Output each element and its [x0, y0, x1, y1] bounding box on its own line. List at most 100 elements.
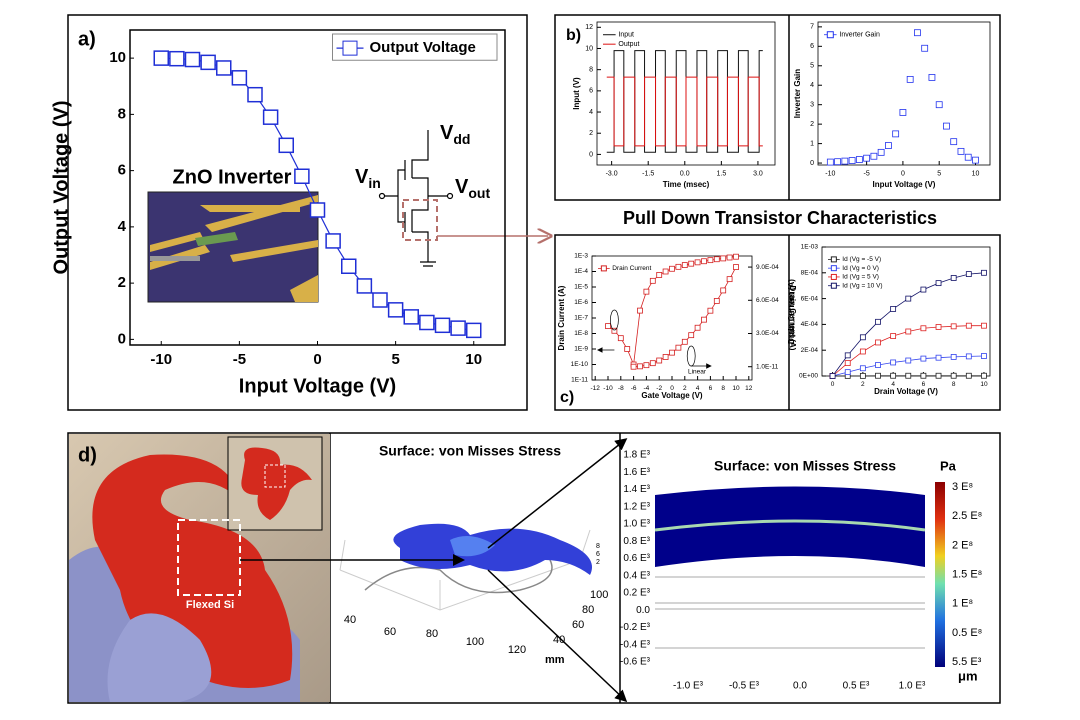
plot-frame [591, 255, 753, 381]
marker [935, 101, 943, 109]
marker [870, 152, 878, 160]
legend-box [332, 33, 498, 61]
colorbar-label: 1 E⁸ [952, 598, 973, 610]
y-tick-label: 100 [590, 589, 608, 601]
model-unit: mm [545, 654, 565, 666]
x-tick-label: 120 [508, 644, 526, 656]
section-title: Pull Down Transistor Characteristics [623, 208, 937, 228]
model-3d [339, 523, 592, 611]
marker [701, 258, 707, 265]
y-tick-label: 0.4 E³ [623, 570, 650, 581]
y-axis-label: Drain Current (A) [557, 285, 566, 350]
marker [231, 70, 248, 86]
marker [247, 86, 263, 103]
y-tick-label: 1E-4 [574, 268, 588, 275]
marker [921, 44, 929, 52]
y-tick-label: 1E-8 [574, 330, 588, 337]
x-tick-label: 10 [732, 385, 740, 392]
x-tick-label: 0 [313, 351, 321, 368]
x-tick-label: 100 [466, 636, 484, 648]
marker [688, 260, 695, 267]
marker [890, 333, 897, 339]
y-tick-label: -0.4 E³ [620, 639, 651, 650]
x-tick-label: 0 [831, 381, 835, 388]
marker [694, 259, 701, 266]
x-tick-label: 6 [922, 381, 926, 388]
y-tick-label: 1E-7 [574, 315, 588, 322]
photo [69, 434, 330, 702]
marker [848, 157, 856, 164]
legend-label: Output Voltage [370, 39, 476, 56]
y-tick-label: 2 [810, 121, 814, 128]
marker [957, 147, 965, 155]
marker [662, 268, 669, 275]
marker [262, 109, 279, 125]
y-axis-label: Inverter Gain [793, 69, 802, 118]
panel-frame [554, 234, 1001, 411]
marker [884, 142, 892, 149]
y-tick-label: 0 [118, 330, 126, 347]
x-axis-label: Input Voltage (V) [873, 180, 936, 189]
marker [826, 158, 834, 166]
marker [935, 324, 942, 330]
marker [216, 60, 232, 76]
x-tick-label: -10 [603, 385, 613, 392]
marker [637, 307, 643, 314]
marker [890, 372, 897, 379]
marker [617, 335, 624, 342]
marker [643, 288, 650, 295]
x-tick-label: 0.5 E³ [843, 681, 870, 692]
marker [372, 292, 388, 308]
legend-marker [600, 265, 607, 272]
legend-marker [826, 31, 834, 39]
marker [356, 278, 373, 294]
x-tick-label: -3.0 [606, 170, 618, 177]
marker [701, 316, 707, 323]
marker [899, 109, 907, 116]
marker [905, 295, 912, 302]
marker [877, 148, 885, 156]
z-tick-label: 6 [596, 551, 600, 558]
x-tick-label: -5 [864, 170, 870, 177]
x-tick-label: 1.5 [716, 170, 726, 177]
photo-label: Flexed Si [186, 599, 234, 611]
subscript: dd [453, 131, 470, 147]
x-unit: μm [958, 668, 978, 683]
marker [855, 156, 863, 163]
vdd-label: Vdd [440, 122, 470, 146]
y-tick-label: 2 [589, 130, 593, 137]
x-tick-label: 5 [391, 351, 399, 368]
marker [859, 348, 866, 355]
y-tick-label: 2E-04 [801, 347, 819, 354]
y-tick-label: 7 [810, 24, 814, 31]
marker [950, 323, 957, 330]
colorbar-label: 0.5 E⁸ [952, 627, 982, 639]
legend-label: Id (Vg = 10 V) [842, 282, 882, 289]
marker [905, 328, 912, 335]
y-tick-label: 12 [585, 24, 593, 31]
marker [905, 372, 912, 379]
colorbar-label: 2 E⁸ [952, 539, 973, 551]
marker [733, 264, 739, 270]
marker [890, 306, 897, 312]
x-tick-label: 6 [709, 385, 713, 392]
y-tick-label: 1E-03 [801, 244, 819, 251]
marker [950, 354, 957, 360]
colorbar-label: 3 E⁸ [952, 481, 973, 493]
marker [841, 157, 849, 165]
chart: 0 2 4 6 8 10 0E+00 2E-04 4E-04 6E-04 8E-04 1E-03 Dra… [787, 244, 991, 396]
marker [890, 359, 897, 366]
y-tick-label: 1E-5 [574, 284, 588, 291]
legend-label: Drain Current [612, 265, 651, 272]
y-tick-label: 1E-11 [571, 377, 588, 384]
marker [656, 357, 663, 364]
panel-frame [554, 14, 1001, 201]
y-tick-label: 0.8 E³ [623, 536, 650, 547]
marker [928, 74, 936, 81]
x-tick-label: 0.0 [680, 170, 690, 177]
marker [829, 373, 836, 379]
marker [863, 154, 871, 162]
marker [875, 318, 881, 325]
legend-marker [830, 265, 837, 272]
plot-frame [596, 21, 776, 166]
